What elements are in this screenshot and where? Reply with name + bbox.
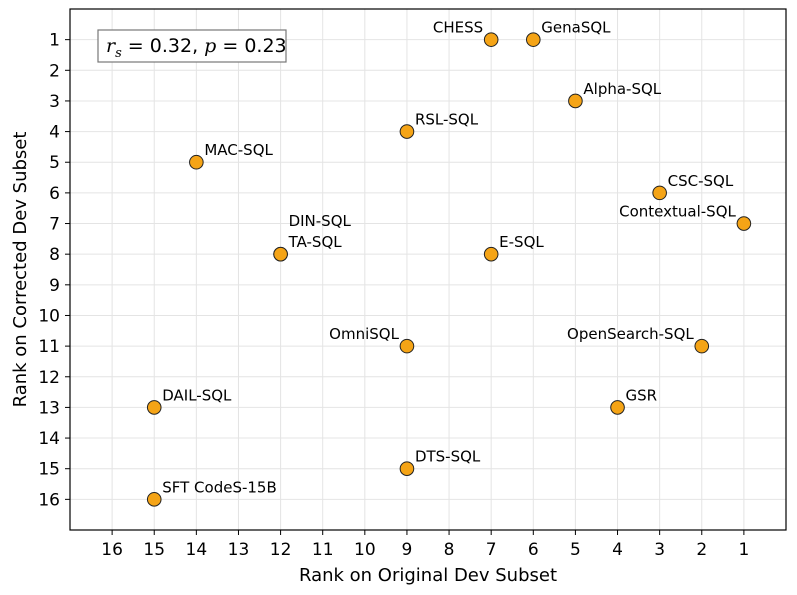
point-label: DIN-SQL	[289, 212, 352, 230]
point-label: DTS-SQL	[415, 448, 481, 466]
y-tick-label: 4	[49, 123, 60, 143]
y-tick-label: 16	[38, 490, 60, 510]
x-tick-label: 12	[270, 540, 292, 560]
point-omnisql	[399, 338, 415, 354]
point-label: MAC-SQL	[204, 141, 273, 159]
point-genasql	[525, 32, 541, 47]
correlation-annotation: rs = 0.32, p = 0.23	[97, 29, 287, 63]
point-csc-sql	[652, 185, 667, 201]
point-alpha-sql	[568, 93, 583, 109]
y-tick-label: 9	[49, 276, 60, 296]
x-tick-label: 14	[186, 540, 208, 560]
annotation-text: rs = 0.32, p = 0.23	[106, 35, 287, 61]
y-tick-label: 1	[49, 31, 60, 51]
r-value: = 0.32,	[122, 35, 204, 57]
x-tick-label: 4	[612, 540, 623, 560]
x-tick-label: 8	[444, 540, 455, 560]
p-symbol: p	[204, 35, 216, 57]
point-label: SFT CodeS-15B	[162, 478, 277, 496]
y-tick-label: 12	[38, 368, 60, 388]
point-chess	[483, 32, 499, 47]
point-contextual-sql	[736, 216, 752, 231]
y-tick-label: 7	[49, 215, 60, 235]
y-tick-label: 15	[38, 460, 60, 480]
y-tick-label: 3	[49, 92, 60, 112]
y-tick-label: 14	[38, 429, 60, 449]
point-labels: CHESS GenaSQL Alpha-SQL RSL-SQL MAC-SQL CSC-S…	[162, 19, 736, 497]
y-tick-label: 2	[49, 61, 60, 81]
point-label: Alpha-SQL	[583, 80, 661, 98]
x-tick-label: 1	[738, 540, 749, 560]
x-tick-label: 9	[402, 540, 413, 560]
point-label: OmniSQL	[329, 325, 399, 343]
point-rsl-sql	[399, 124, 415, 139]
annotation-box	[97, 29, 287, 63]
point-label: RSL-SQL	[415, 111, 479, 129]
x-tick-label: 10	[354, 540, 376, 560]
point-gsr	[610, 400, 625, 415]
x-tick-label: 11	[312, 540, 334, 560]
y-tick-label: 13	[38, 398, 60, 418]
x-tick-label: 16	[101, 540, 123, 560]
point-mac-sql	[189, 154, 204, 170]
point-label: TA-SQL	[288, 233, 343, 251]
y-tick-label: 8	[49, 245, 60, 265]
point-ta-sql	[273, 246, 288, 262]
plot-frame	[69, 8, 787, 531]
data-points	[146, 32, 752, 507]
x-tick-label: 13	[228, 540, 250, 560]
point-label: CSC-SQL	[668, 172, 734, 190]
x-axis-label: Rank on Original Dev Subset	[299, 565, 557, 586]
point-e-sql	[483, 246, 499, 262]
y-tick-label: 6	[49, 184, 60, 204]
point-label: DAIL-SQL	[162, 386, 232, 404]
y-tick-label: 10	[38, 306, 60, 326]
x-tick-label: 6	[528, 540, 539, 560]
point-label: OpenSearch-SQL	[567, 325, 694, 343]
axis-ticks: 16 15 14 13 12 11 10 9 8 7 6 5 4 3 2 112345678910111213…	[38, 31, 749, 560]
point-opensearch-sql	[694, 338, 710, 354]
x-tick-label: 3	[654, 540, 665, 560]
y-tick-label: 11	[38, 337, 60, 357]
point-label: GSR	[626, 386, 658, 404]
x-tick-label: 5	[570, 540, 581, 560]
point-dail-sql	[146, 400, 162, 415]
point-dts-sql	[399, 461, 415, 477]
point-label: E-SQL	[499, 233, 544, 251]
x-tick-label: 2	[696, 540, 707, 560]
x-tick-label: 15	[143, 540, 165, 560]
r-symbol: r	[106, 35, 117, 57]
point-label: GenaSQL	[541, 19, 611, 37]
y-axis-label: Rank on Corrected Dev Subset	[10, 132, 31, 408]
y-tick-label: 5	[49, 153, 60, 173]
point-label: Contextual-SQL	[619, 203, 736, 221]
x-tick-label: 7	[486, 540, 497, 560]
r-subscript: s	[115, 46, 122, 61]
p-value: = 0.23	[216, 35, 286, 57]
point-sft-codes-15b	[146, 492, 162, 507]
point-label: CHESS	[433, 19, 483, 37]
